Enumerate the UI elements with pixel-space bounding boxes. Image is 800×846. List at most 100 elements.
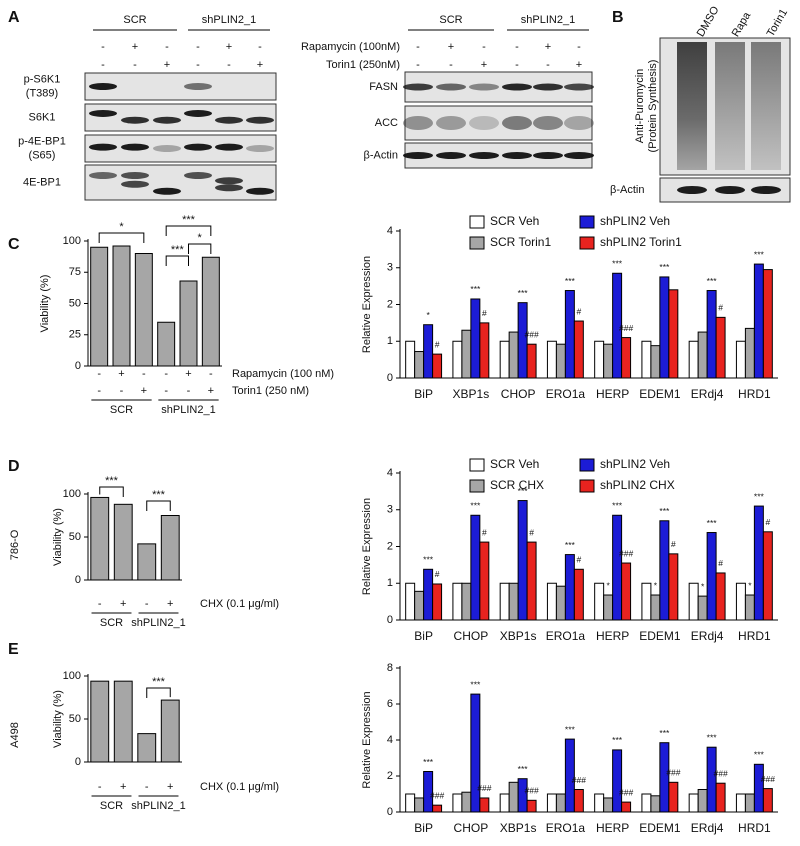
bar (735, 340, 746, 379)
bar (137, 733, 157, 763)
legend-swatch (579, 215, 595, 229)
bar (160, 699, 180, 763)
y-axis-label: Viability (%) (52, 508, 64, 566)
significance-label: * (701, 581, 705, 591)
legend-label: SCR Veh (490, 457, 539, 471)
treatment-sign: - (164, 385, 168, 397)
bar (479, 541, 490, 621)
band (89, 83, 117, 90)
bar (688, 340, 699, 379)
y-tick-label: 0 (387, 806, 393, 818)
bar (744, 594, 755, 621)
significance-bracket (98, 232, 145, 243)
bar (555, 585, 566, 621)
y-tick-label: 2 (387, 770, 393, 782)
y-tick-label: 100 (63, 235, 81, 247)
significance-label: *** (707, 732, 718, 742)
x-tick-label: ERO1a (546, 821, 586, 835)
significance-label: *** (612, 735, 623, 745)
legend-label: SCR Veh (490, 214, 539, 228)
bar (715, 316, 726, 379)
bar (160, 515, 180, 581)
group-label: shPLIN2_1 (131, 800, 185, 812)
y-tick-label: 0 (387, 614, 393, 626)
row-label: p-4E-BP1 (18, 135, 66, 147)
bar (414, 351, 425, 379)
treatment-sign: + (576, 59, 582, 71)
x-tick-label: BiP (414, 387, 433, 401)
treatment-sign: - (449, 59, 453, 71)
bar (405, 582, 416, 621)
row-label: ACC (375, 117, 398, 129)
significance-label: # (718, 558, 723, 568)
treatment-sign: - (258, 41, 262, 53)
bar (668, 553, 679, 621)
significance-bracket (165, 225, 212, 236)
band (533, 116, 563, 130)
bar (594, 582, 605, 621)
treatment-sign: - (98, 781, 102, 793)
significance-label: *** (470, 679, 481, 689)
x-tick-label: HRD1 (738, 629, 771, 643)
bar (517, 778, 528, 813)
legend-swatch (469, 215, 485, 229)
bar (405, 793, 416, 813)
bar (423, 568, 434, 621)
bar (526, 799, 537, 813)
legend-swatch (469, 458, 485, 472)
bar (762, 788, 773, 813)
significance-label: *** (470, 284, 481, 294)
treatment-sign: - (101, 41, 105, 53)
bar (762, 531, 773, 621)
treatment-sign: + (141, 385, 147, 397)
significance-label: ### (619, 787, 633, 797)
significance-label: # (435, 569, 440, 579)
band (184, 172, 212, 179)
significance-bracket (146, 687, 171, 698)
row-label: (S65) (29, 149, 56, 161)
y-axis-label: Viability (%) (52, 690, 64, 748)
y-axis-label: Relative Expression (361, 691, 373, 788)
bar (90, 246, 109, 367)
significance-label: # (435, 339, 440, 349)
y-tick-label: 3 (387, 504, 393, 516)
legend-label: SCR Torin1 (490, 235, 551, 249)
bar (612, 272, 623, 379)
significance-label: ### (713, 768, 727, 778)
bar (688, 793, 699, 813)
bar (470, 514, 481, 621)
x-tick-label: EDEM1 (639, 821, 681, 835)
legend-swatch (579, 479, 595, 493)
x-tick-label: ERO1a (546, 387, 586, 401)
band (715, 186, 745, 194)
treatment-label: CHX (0.1 μg/ml) (200, 781, 279, 793)
y-axis-label: Relative Expression (361, 256, 373, 353)
significance-label: * (748, 580, 752, 590)
bar (697, 331, 708, 379)
treatment-sign: - (187, 385, 191, 397)
bar (113, 503, 133, 581)
significance-label: ### (666, 768, 680, 778)
band (436, 83, 466, 91)
significance-label: # (482, 527, 487, 537)
treatment-sign: - (101, 59, 105, 71)
bar (526, 541, 537, 621)
significance-label: *** (105, 475, 119, 487)
significance-label: # (671, 539, 676, 549)
band (184, 143, 212, 151)
significance-label: *** (565, 540, 576, 550)
legend-swatch (469, 236, 485, 250)
bar (735, 582, 746, 621)
bar (715, 572, 726, 621)
band (533, 152, 563, 159)
band (751, 186, 781, 194)
bar (641, 582, 652, 621)
bar (470, 693, 481, 813)
treatment-sign: - (209, 368, 213, 380)
group-label: shPLIN2_1 (521, 14, 575, 26)
bar (479, 797, 490, 813)
significance-label: *** (659, 506, 670, 516)
significance-label: * (119, 221, 124, 233)
significance-label: *** (659, 262, 670, 272)
bar (715, 782, 726, 813)
